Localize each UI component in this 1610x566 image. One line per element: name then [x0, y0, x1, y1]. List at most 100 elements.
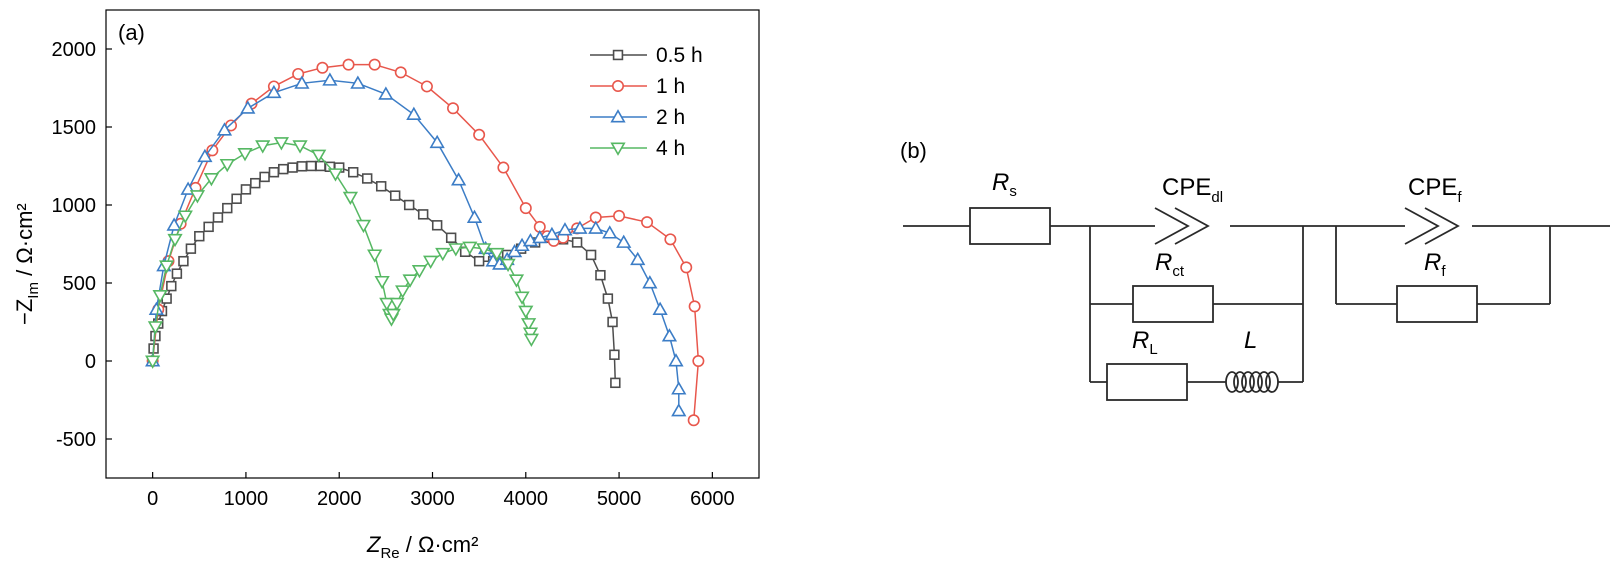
legend-label: 0.5 h [656, 44, 703, 67]
data-point [476, 243, 492, 257]
series-1 [147, 160, 621, 389]
data-point [185, 243, 197, 254]
data-point [148, 301, 164, 316]
resistor-rct [1132, 285, 1214, 323]
data-point [671, 403, 687, 417]
legend-marker [612, 49, 624, 61]
y-label-prefix: −Z [12, 299, 37, 325]
data-point [350, 75, 366, 89]
data-point [311, 149, 327, 163]
label-rl: RL [1132, 327, 1158, 358]
data-point [595, 269, 606, 281]
data-point [259, 171, 270, 183]
series-2 [146, 58, 705, 427]
data-point [688, 300, 701, 313]
y-label-unit: / Ω·cm² [12, 203, 37, 282]
data-point [602, 225, 618, 239]
data-point [435, 247, 451, 262]
series-4 [145, 137, 540, 369]
legend-marker [610, 109, 626, 123]
label-rct: Rct [1155, 249, 1185, 280]
data-point [266, 84, 282, 99]
data-point [508, 274, 525, 288]
data-point [572, 220, 588, 234]
series-3 [145, 72, 687, 417]
y-tick-label: 500 [63, 273, 96, 295]
data-point [497, 161, 510, 174]
legend-marker [611, 80, 624, 93]
data-point [445, 232, 457, 243]
data-point [466, 209, 483, 223]
data-point [367, 249, 383, 263]
legend-item: 0.5 h [590, 44, 703, 67]
data-point [607, 316, 618, 328]
data-point [294, 75, 310, 89]
data-point [641, 216, 654, 229]
cpe-dl-chevron-1 [1154, 207, 1190, 245]
data-point [519, 202, 532, 215]
data-point [642, 275, 658, 289]
data-point [178, 255, 189, 267]
data-point [602, 293, 614, 304]
data-point [197, 148, 213, 163]
data-point [194, 230, 205, 242]
data-point [423, 255, 439, 270]
x-label-sub: Re [380, 545, 399, 562]
cpe-dl-chevron-2 [1174, 207, 1210, 245]
legend-label: 2 h [656, 106, 685, 129]
data-point [652, 301, 668, 316]
series-layer [145, 58, 705, 427]
legend-item: 1 h [590, 75, 685, 98]
data-point [342, 191, 359, 206]
data-point [159, 260, 175, 274]
data-point [203, 221, 214, 233]
data-point [395, 285, 411, 299]
data-point [322, 72, 338, 86]
data-point [462, 241, 478, 255]
data-point [206, 144, 219, 157]
data-point [147, 321, 164, 335]
data-point [451, 172, 467, 186]
data-point [585, 249, 597, 261]
data-point [361, 173, 373, 184]
data-point [514, 291, 530, 305]
data-point [402, 274, 418, 288]
data-point [216, 122, 233, 136]
equivalent-circuit: (b) R [900, 138, 1610, 401]
x-label-main: Z [366, 532, 382, 557]
data-point [532, 229, 548, 244]
legend-item: 4 h [590, 137, 685, 160]
data-point [671, 381, 687, 395]
y-tick-label: 1500 [52, 117, 97, 139]
data-point [219, 158, 235, 173]
legend-label: 4 h [656, 137, 685, 160]
data-point [500, 258, 516, 273]
data-point [342, 58, 355, 71]
data-point [237, 148, 253, 162]
data-point [616, 234, 632, 248]
y-axis-label: −ZIm / Ω·cm² [12, 203, 42, 325]
data-point [189, 190, 206, 204]
x-axis-label: ZRe / Ω·cm² [366, 532, 478, 562]
data-point [347, 167, 359, 178]
data-point [145, 355, 161, 369]
data-point [375, 181, 387, 192]
data-point [389, 297, 405, 312]
label-cpe-dl: CPEdl [1162, 174, 1223, 206]
x-tick-label: 4000 [504, 488, 549, 510]
data-point [417, 209, 429, 220]
resistor-rl [1106, 363, 1188, 401]
data-point [385, 308, 401, 323]
panel-label-b: (b) [900, 138, 927, 163]
data-point [177, 210, 193, 224]
data-point [292, 67, 305, 80]
data-point [292, 140, 308, 154]
data-point [212, 212, 224, 223]
data-point [389, 190, 401, 201]
data-point [420, 80, 433, 93]
nyquist-plot: 0 1000 2000 3000 4000 5000 6000 -500 0 500 1000 150… [12, 9, 760, 562]
data-point [166, 280, 177, 292]
data-point [518, 305, 534, 319]
resistor-rs [969, 207, 1051, 245]
data-point [661, 328, 678, 342]
